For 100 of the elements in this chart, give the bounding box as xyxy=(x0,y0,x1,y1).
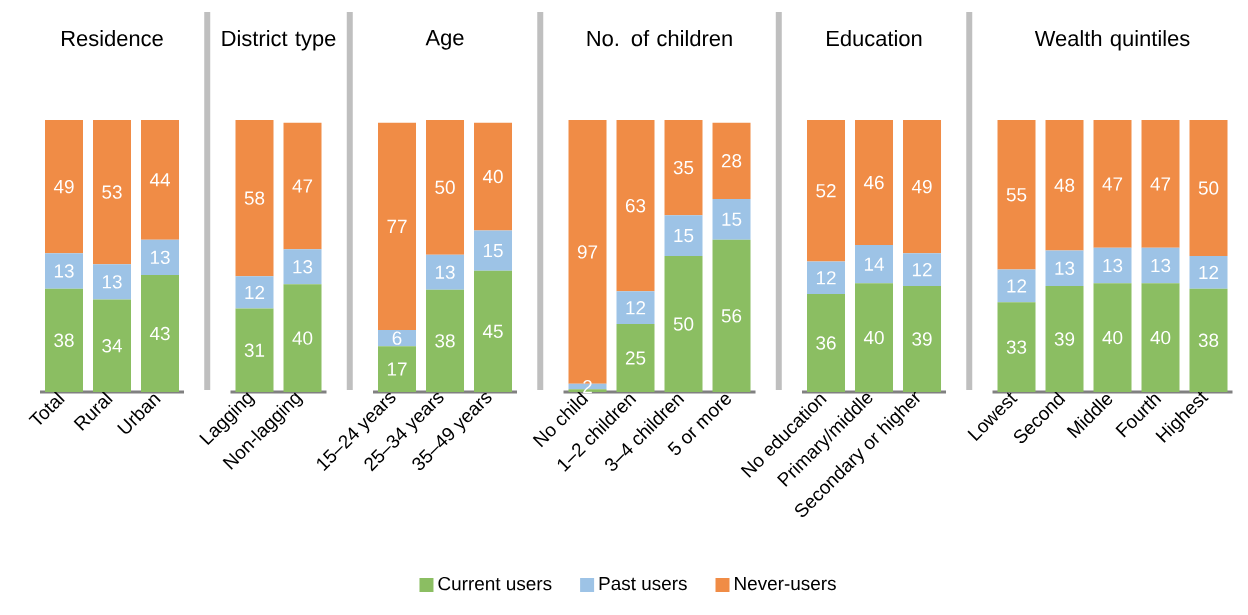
data-label: 31 xyxy=(244,343,265,357)
bar xyxy=(807,120,846,262)
chart-title: Age xyxy=(425,30,464,50)
bar xyxy=(1141,283,1180,392)
chart-title: District type xyxy=(222,30,336,51)
data-label: 53 xyxy=(102,185,122,199)
data-label: 15 xyxy=(674,228,694,243)
data-label: 13 xyxy=(1055,261,1075,275)
data-label: 38 xyxy=(435,334,455,348)
bar xyxy=(1045,250,1084,286)
bar xyxy=(378,330,417,347)
chart-title: Education xyxy=(827,30,922,47)
data-label: 35 xyxy=(673,160,694,175)
data-label: 47 xyxy=(1150,177,1171,191)
bar xyxy=(45,119,83,254)
bar xyxy=(712,122,751,199)
data-label: 63 xyxy=(625,198,646,213)
bar xyxy=(283,249,322,285)
data-label: 13 xyxy=(435,265,455,279)
bar xyxy=(807,261,846,295)
data-label: 33 xyxy=(1006,340,1027,354)
bar xyxy=(141,119,180,240)
data-label: 12 xyxy=(1199,265,1219,279)
bar xyxy=(45,253,83,289)
data-label: 12 xyxy=(626,301,646,315)
bar xyxy=(855,283,894,392)
bar xyxy=(1093,247,1132,284)
legend-label: Current users xyxy=(438,576,552,591)
data-label: 48 xyxy=(1054,178,1075,192)
data-label: 47 xyxy=(1102,177,1123,191)
data-label: 50 xyxy=(673,317,694,331)
data-label: 58 xyxy=(244,191,265,205)
bar xyxy=(378,346,417,392)
data-label: 13 xyxy=(1151,258,1171,273)
bar xyxy=(997,119,1036,270)
bar xyxy=(474,122,513,231)
data-label: 39 xyxy=(1054,332,1075,346)
data-label: 13 xyxy=(293,260,313,274)
data-label: 12 xyxy=(912,262,932,277)
bar xyxy=(1189,119,1228,256)
bar xyxy=(1045,285,1084,392)
bar xyxy=(141,239,180,276)
bar xyxy=(997,269,1036,303)
data-label: 77 xyxy=(387,219,407,233)
data-label: 40 xyxy=(1102,330,1123,345)
data-label: 13 xyxy=(54,264,74,278)
data-label: 25 xyxy=(625,351,646,365)
bar xyxy=(664,215,703,256)
bar xyxy=(712,239,751,392)
data-label: 49 xyxy=(53,179,74,194)
bar xyxy=(855,245,894,284)
bar xyxy=(997,302,1036,392)
bar xyxy=(1141,247,1180,284)
data-label: 28 xyxy=(721,154,742,168)
bar xyxy=(426,289,465,392)
bar xyxy=(855,120,894,246)
data-label: 49 xyxy=(911,179,932,194)
data-label: 56 xyxy=(721,309,742,323)
data-label: 44 xyxy=(149,173,170,187)
data-label: 12 xyxy=(816,271,836,285)
data-label: 12 xyxy=(245,285,265,299)
data-label: 43 xyxy=(149,326,170,341)
data-label: 36 xyxy=(816,336,836,350)
bar xyxy=(1093,119,1132,248)
bar xyxy=(1093,283,1132,392)
bar xyxy=(426,254,465,290)
data-label: 46 xyxy=(863,175,884,190)
chart-title: Residence xyxy=(62,30,163,47)
data-label: 13 xyxy=(150,250,170,265)
data-label: 40 xyxy=(863,330,884,345)
data-label: 55 xyxy=(1006,188,1027,202)
bar xyxy=(93,119,131,265)
data-label: 13 xyxy=(102,275,122,289)
bar xyxy=(45,288,83,392)
bar xyxy=(712,198,751,240)
bar xyxy=(664,120,703,216)
bar xyxy=(93,299,131,392)
data-label: 6 xyxy=(392,331,402,345)
data-label: 50 xyxy=(435,180,455,195)
bar xyxy=(616,291,655,324)
data-label: 97 xyxy=(577,245,598,259)
data-label: 52 xyxy=(816,184,836,198)
bar xyxy=(235,119,274,277)
bar xyxy=(903,120,942,254)
bar xyxy=(1045,119,1084,251)
bar xyxy=(283,284,322,392)
bar xyxy=(474,230,513,271)
data-label: 13 xyxy=(1103,258,1123,273)
legend-label: Never-users xyxy=(735,577,836,591)
data-label: 45 xyxy=(482,324,503,338)
data-label: 15 xyxy=(722,212,742,226)
data-label: 47 xyxy=(292,179,313,193)
bar xyxy=(426,119,465,255)
bar xyxy=(1189,256,1228,289)
data-label: 38 xyxy=(54,333,74,348)
data-label: 14 xyxy=(864,257,884,271)
chart-title: No. of children xyxy=(587,30,732,47)
bar xyxy=(807,294,846,392)
bar xyxy=(474,270,513,392)
bar xyxy=(903,285,942,392)
